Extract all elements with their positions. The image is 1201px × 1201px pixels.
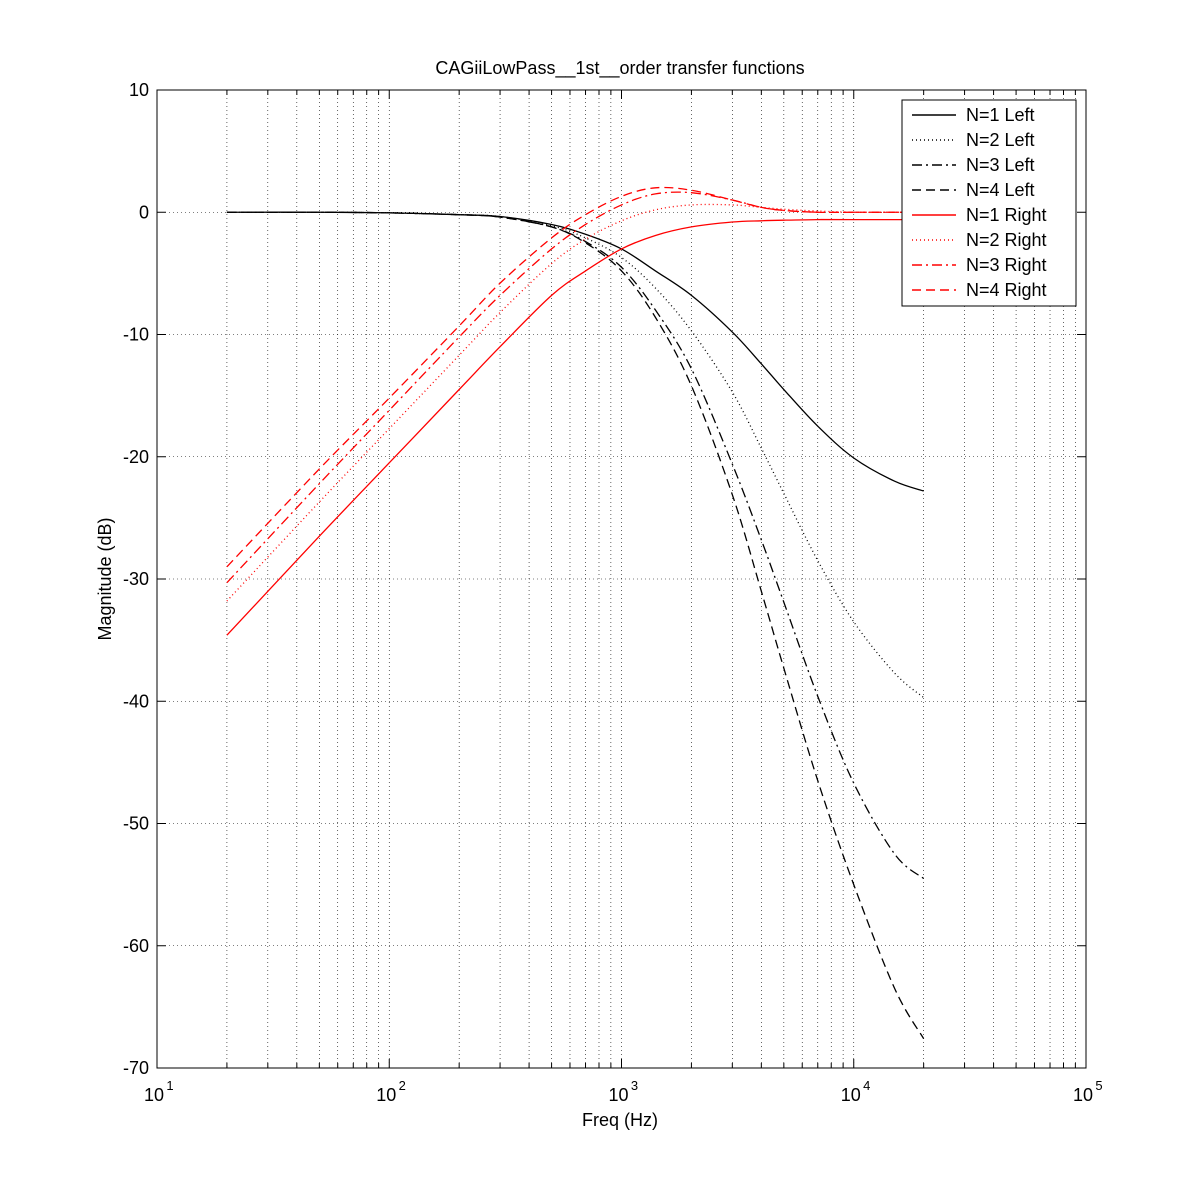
x-tick-label-exponent: 1: [166, 1078, 173, 1093]
y-tick-label: -10: [123, 325, 149, 345]
y-tick-label: -70: [123, 1058, 149, 1078]
x-tick-label-base: 10: [144, 1085, 164, 1105]
series-line-5: [226, 218, 924, 636]
series-line-8: [226, 186, 924, 568]
series-line-2: [226, 211, 925, 699]
x-tick-label: 10 3: [608, 1078, 638, 1105]
legend-label: N=2 Right: [966, 230, 1047, 250]
x-tick-label: 10 5: [1073, 1078, 1103, 1105]
chart-title: CAGiiLowPass__1st__order transfer functi…: [435, 58, 804, 79]
x-tick-label-base: 10: [608, 1085, 628, 1105]
legend-label: N=1 Right: [966, 205, 1047, 225]
legend-label: N=4 Left: [966, 180, 1035, 200]
series-line-3: [226, 211, 925, 880]
series-line-7: [226, 191, 924, 584]
y-tick-label: -40: [123, 691, 149, 711]
y-tick-label: -30: [123, 569, 149, 589]
x-tick-label-base: 10: [1073, 1085, 1093, 1105]
y-tick-label: -20: [123, 447, 149, 467]
legend-label: N=4 Right: [966, 280, 1047, 300]
y-axis-label: Magnitude (dB): [95, 517, 115, 640]
legend-label: N=3 Left: [966, 155, 1035, 175]
y-tick-label: 0: [139, 202, 149, 222]
legend-label: N=3 Right: [966, 255, 1047, 275]
grid-layer: [157, 90, 1086, 1068]
x-tick-label-exponent: 4: [863, 1078, 870, 1093]
x-tick-label-exponent: 2: [399, 1078, 406, 1093]
x-axis-label: Freq (Hz): [582, 1110, 658, 1130]
legend-label: N=2 Left: [966, 130, 1035, 150]
x-tick-label: 10 4: [841, 1078, 871, 1105]
x-tick-label: 10 1: [144, 1078, 174, 1105]
y-tick-label: -50: [123, 814, 149, 834]
y-tick-label: -60: [123, 936, 149, 956]
x-tick-label-base: 10: [841, 1085, 861, 1105]
x-tick-label-exponent: 3: [631, 1078, 638, 1093]
legend-box: [901, 99, 1077, 307]
series-line-4: [226, 211, 925, 1039]
y-tick-label: 10: [129, 80, 149, 100]
legend: N=1 Left N=2 Left N=3 Left N=4 Left N=1 Righ…: [901, 99, 1077, 307]
x-tick-label: 10 2: [376, 1078, 406, 1105]
x-tick-label-exponent: 5: [1095, 1078, 1102, 1093]
series-layer: [226, 186, 925, 1039]
x-tick-label-base: 10: [376, 1085, 396, 1105]
legend-label: N=1 Left: [966, 105, 1035, 125]
